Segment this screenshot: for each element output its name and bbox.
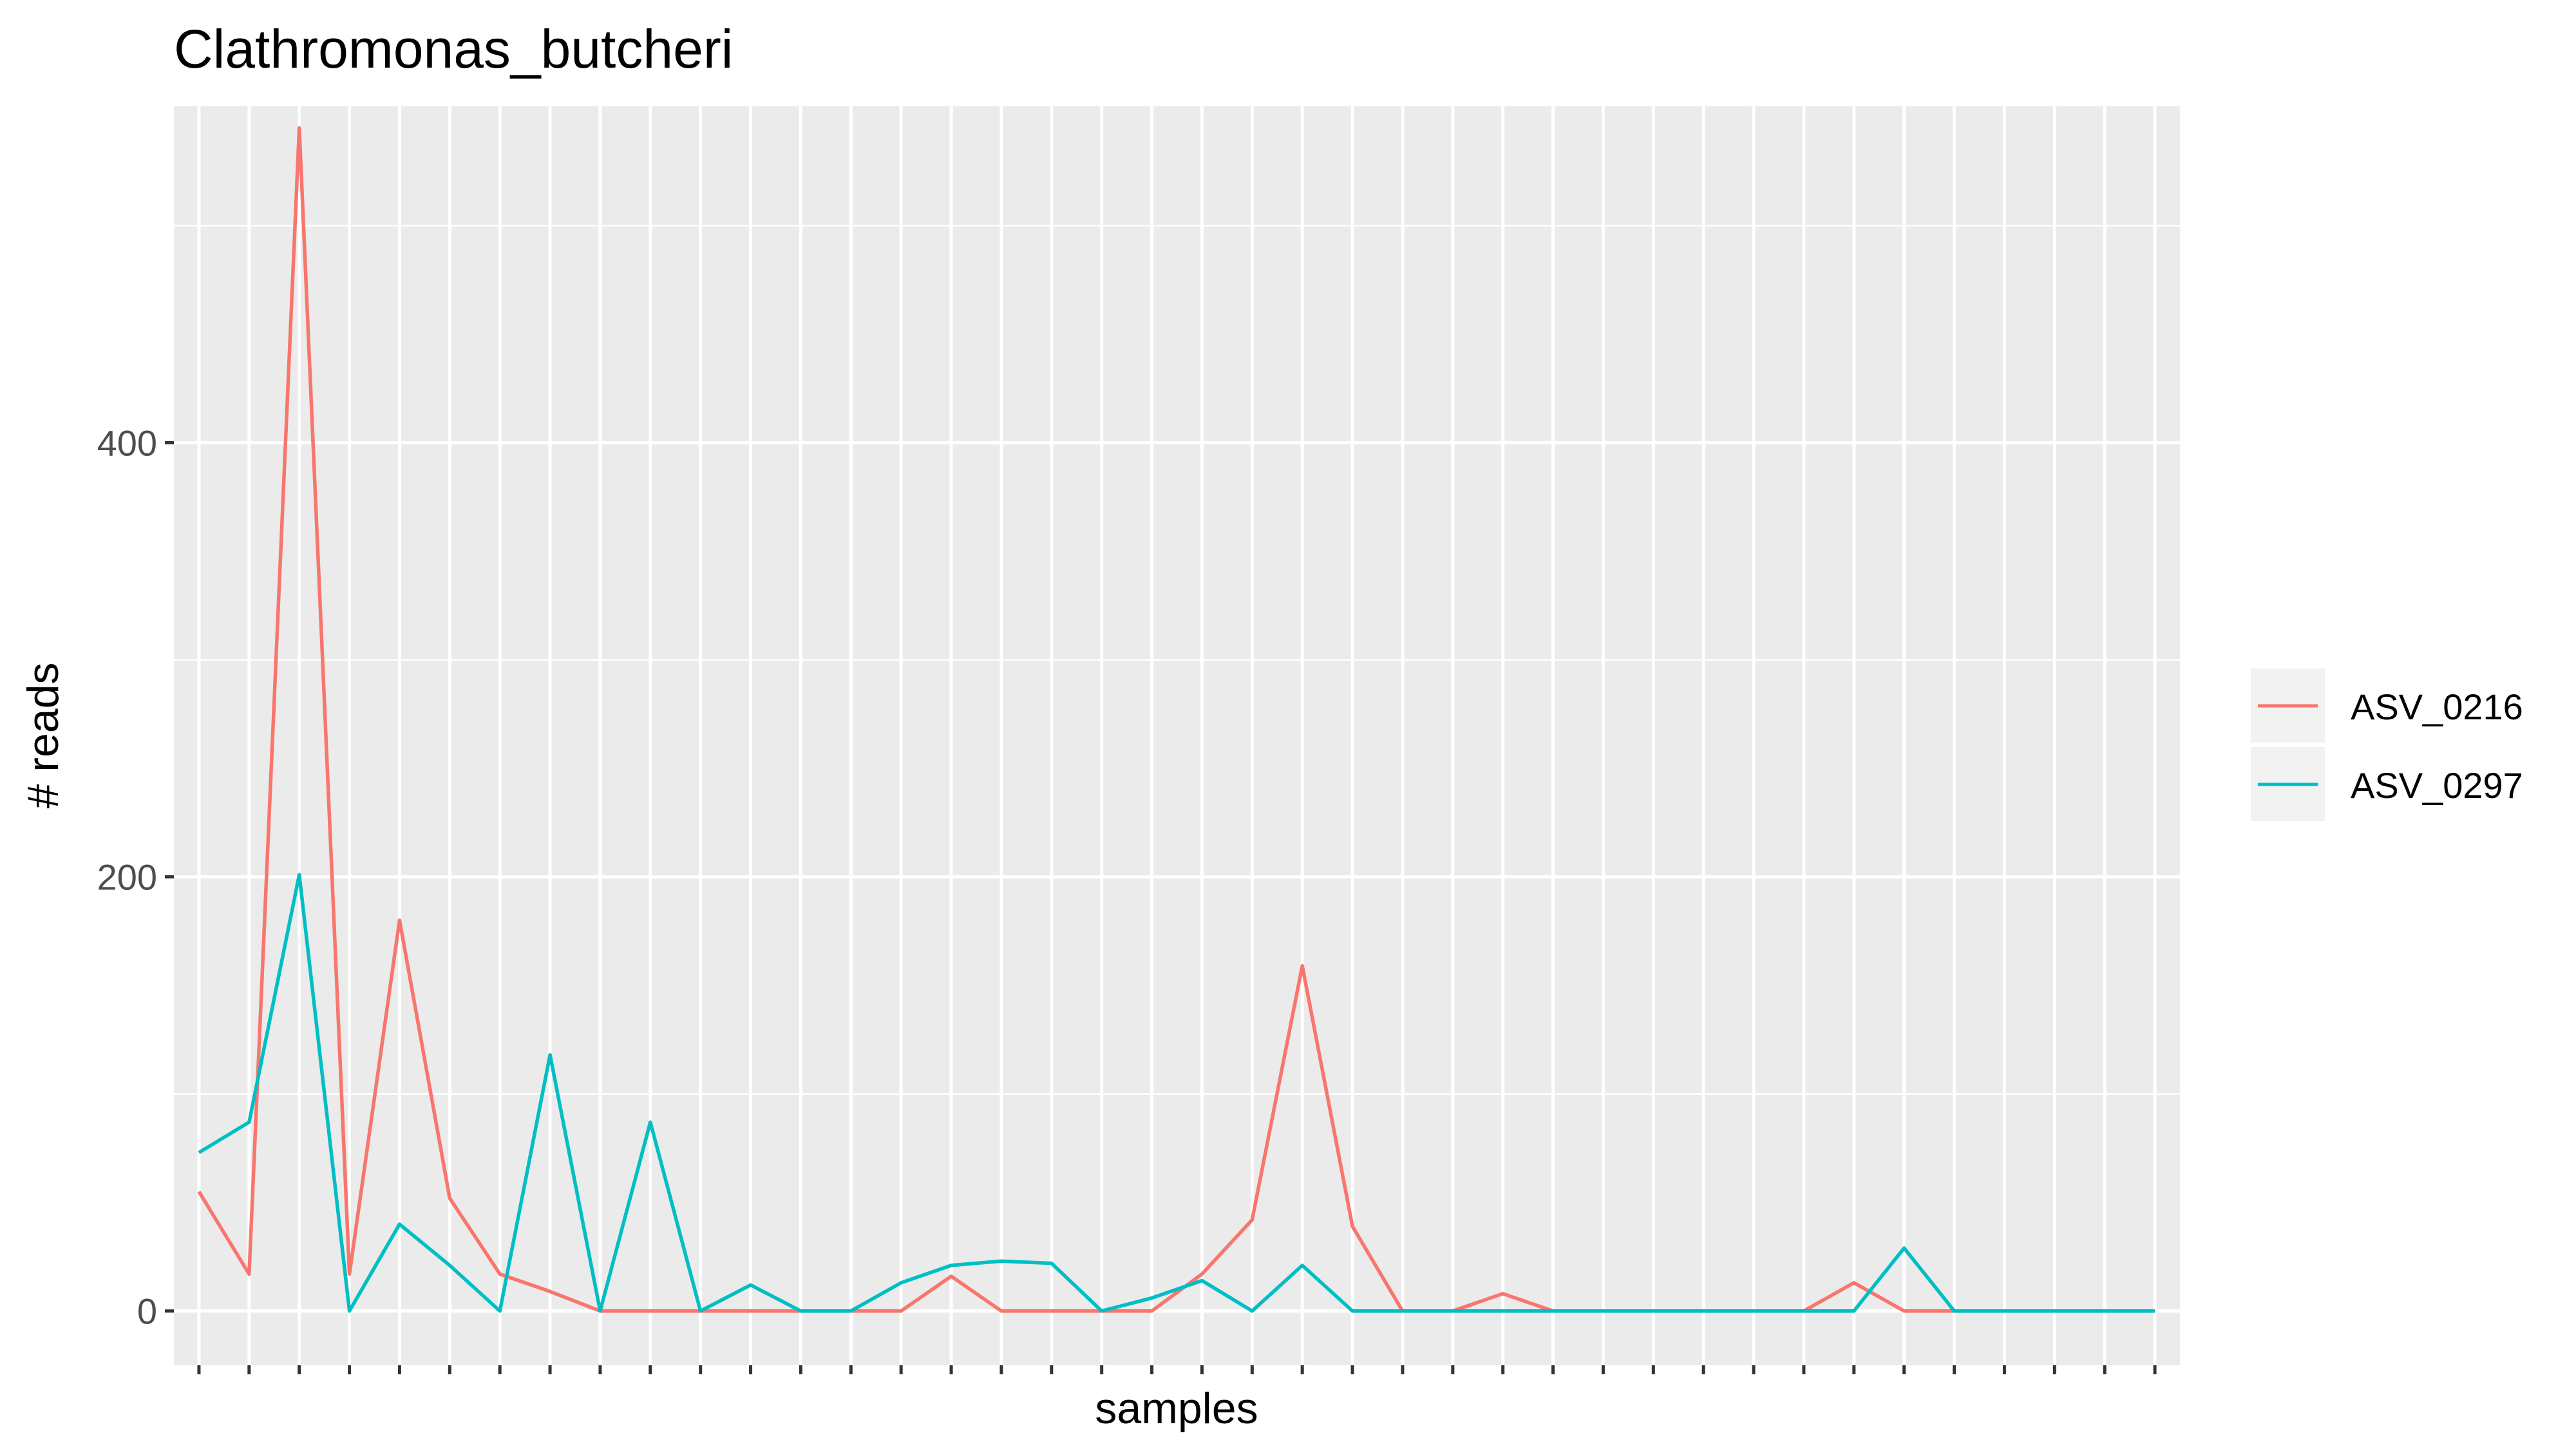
grid-major xyxy=(174,106,2180,1365)
y-tick-label: 200 xyxy=(97,857,157,898)
x-axis-title: samples xyxy=(1095,1384,1258,1433)
series-layer xyxy=(197,126,2155,1313)
x-axis-ticks xyxy=(197,1365,2157,1374)
y-axis-title: # reads xyxy=(19,663,68,809)
plot-panel xyxy=(174,106,2180,1365)
grid-minor xyxy=(174,225,2180,1095)
y-tick-label: 0 xyxy=(137,1291,157,1332)
y-axis-ticks: 0 200 400 xyxy=(97,422,174,1332)
legend-label-asv-0297: ASV_0297 xyxy=(2351,765,2523,806)
series-line-asv-0216 xyxy=(197,126,2155,1313)
chart-title: Clathromonas_butcheri xyxy=(174,19,733,79)
legend-label-asv-0216: ASV_0216 xyxy=(2351,687,2523,727)
legend: ASV_0216 ASV_0297 xyxy=(2251,668,2523,821)
y-tick-label: 400 xyxy=(97,422,157,463)
series-line-asv-0297 xyxy=(198,873,2155,1313)
